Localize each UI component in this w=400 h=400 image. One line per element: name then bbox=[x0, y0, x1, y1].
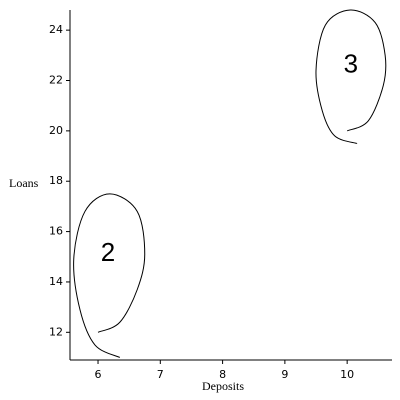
x-tick-label: 7 bbox=[157, 368, 164, 381]
y-tick-label: 18 bbox=[49, 174, 63, 187]
curve bbox=[73, 193, 146, 358]
x-tick-label: 6 bbox=[95, 368, 102, 381]
y-axis-label: Loans bbox=[9, 176, 39, 190]
x-axis-label: Deposits bbox=[202, 379, 244, 393]
y-tick-label: 24 bbox=[49, 23, 63, 36]
x-tick-label: 8 bbox=[219, 368, 226, 381]
y-tick-label: 16 bbox=[49, 225, 63, 238]
y-tick-label: 22 bbox=[49, 74, 63, 87]
curve bbox=[315, 9, 387, 144]
y-tick-label: 20 bbox=[49, 124, 63, 137]
y-tick-label: 12 bbox=[49, 325, 63, 338]
x-tick-label: 10 bbox=[340, 368, 354, 381]
annotation: 2 bbox=[101, 237, 115, 267]
y-tick-label: 14 bbox=[49, 275, 63, 288]
annotation: 3 bbox=[344, 48, 358, 78]
x-tick-label: 9 bbox=[281, 368, 288, 381]
